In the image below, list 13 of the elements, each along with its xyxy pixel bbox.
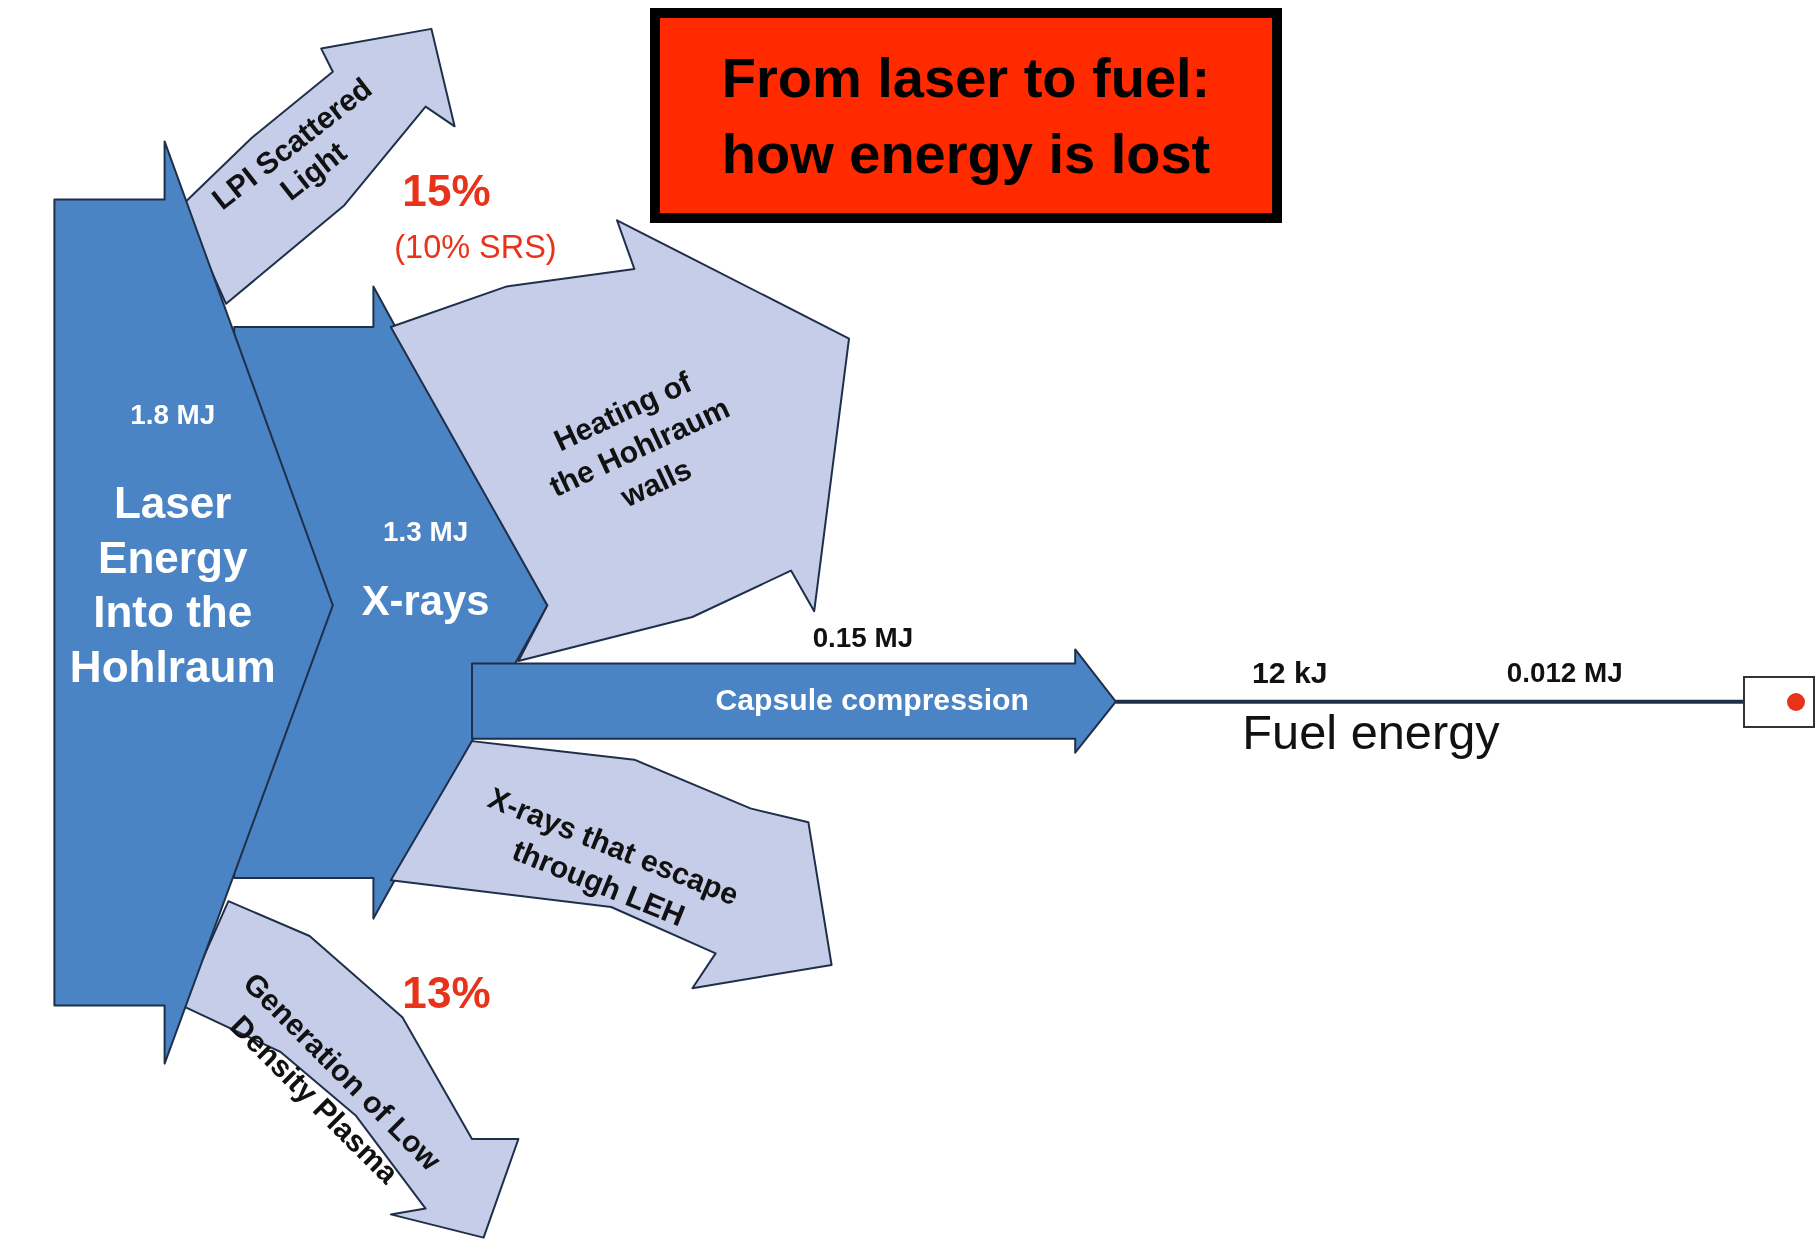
category-label: X-rays [361, 576, 490, 624]
data-label: 12 kJ [1252, 656, 1328, 690]
data-label: 1.3 MJ [383, 516, 469, 548]
category-label: Capsule compression [715, 682, 1029, 716]
data-label: 1.8 MJ [130, 398, 216, 430]
text: From laser to fuel: how energy is lost [650, 8, 1282, 223]
data-label: 15% [402, 165, 491, 215]
data-label: 0.15 MJ [812, 621, 914, 653]
category-label: Laser Energy Into the Hohlraum [69, 478, 276, 691]
data-label: 13% [402, 968, 491, 1018]
text: (10% SRS) [394, 229, 557, 266]
text: 0.012 MJ [1506, 656, 1623, 688]
category-label: Fuel energy [1242, 704, 1501, 759]
